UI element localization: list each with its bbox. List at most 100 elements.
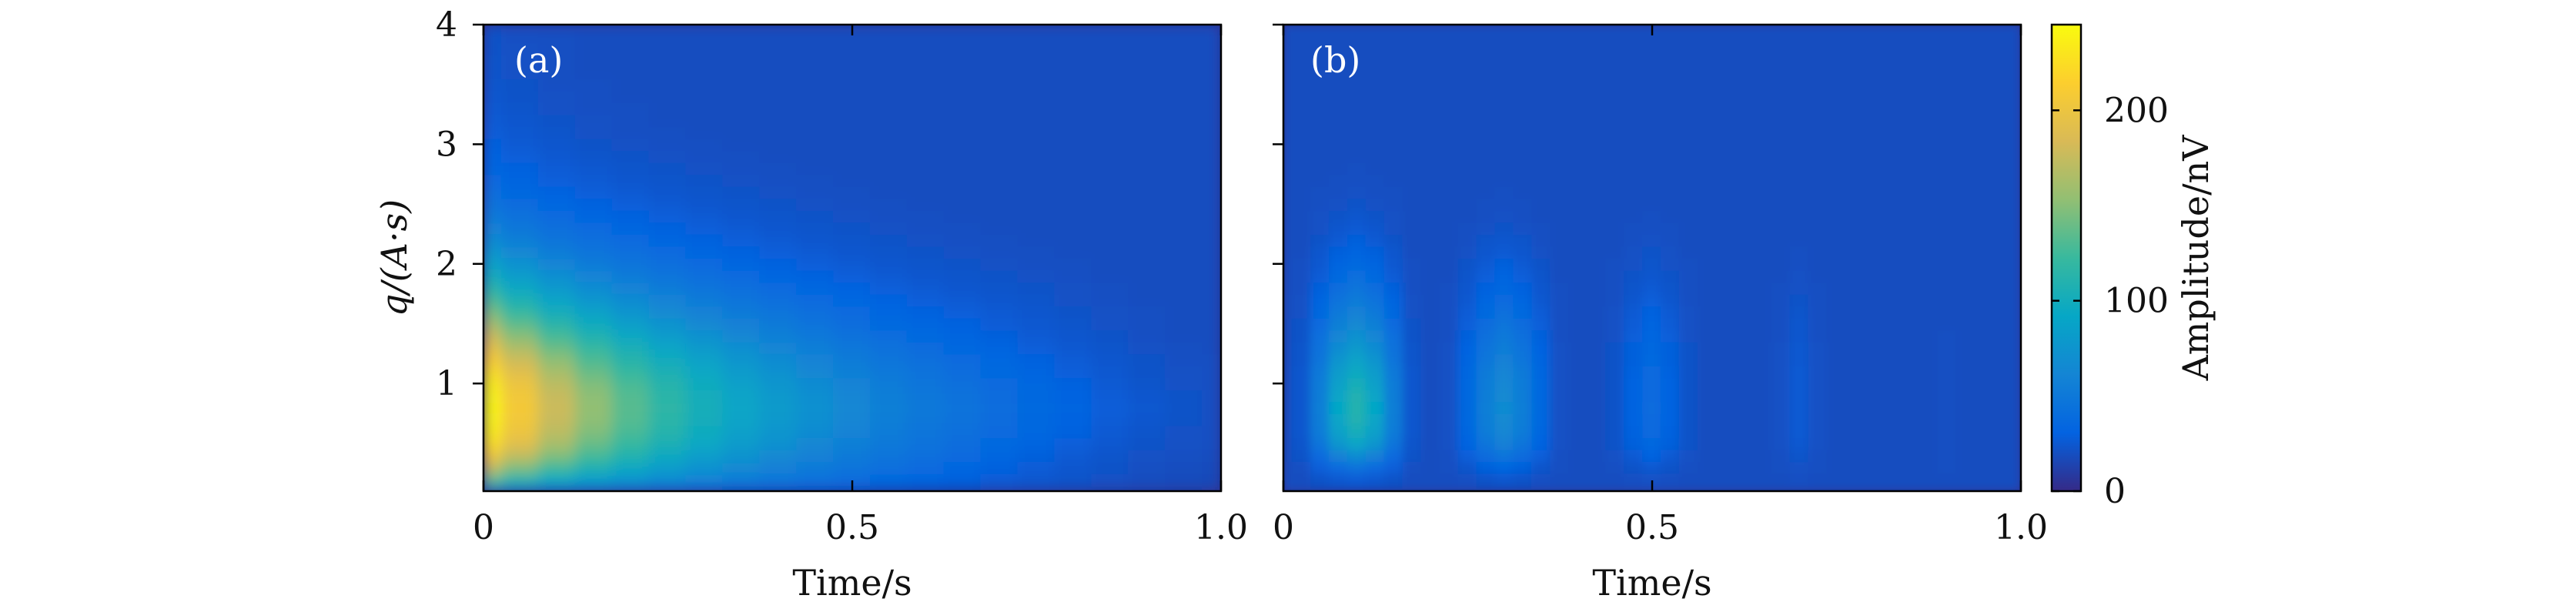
heatmap-cell [611,232,651,247]
heatmap-cell [1457,221,1478,235]
heatmap-cell [980,353,1019,366]
heatmap-cell [833,281,871,295]
heatmap-cell [1383,424,1404,439]
heatmap-cell [1919,125,1939,139]
heatmap-cell [2011,77,2021,92]
heatmap-cell [943,65,982,79]
heatmap-cell [1347,29,1367,44]
heatmap-cell [1587,484,1607,491]
heatmap-cell [1310,232,1330,247]
heatmap-cell [1845,161,1865,176]
heatmap-cell [1365,400,1386,414]
heatmap-cell [611,329,651,343]
heatmap-cell [1420,102,1441,115]
heatmap-cell [537,113,577,128]
heatmap-cell [685,221,724,235]
heatmap-cell [1863,484,1884,491]
heatmap-cell [1531,257,1552,271]
heatmap-cell [685,89,724,103]
heatmap-cell [1992,197,2013,211]
heatmap-cell [685,257,724,271]
heatmap-cell [1734,400,1755,414]
heatmap-cell [833,364,871,379]
heatmap-cell [1457,460,1478,474]
heatmap-cell [685,305,724,319]
heatmap-cell [1992,245,2013,259]
heatmap-cell [1365,29,1386,44]
heatmap-cell [1457,269,1478,283]
heatmap-cell [1568,305,1589,319]
heatmap-cell [611,340,651,355]
heatmap-cell [1808,161,1828,176]
heatmap-cell [1900,269,1921,283]
heatmap-cell [1715,340,1736,355]
heatmap-cell [1845,245,1865,259]
heatmap-cell [1882,484,1902,491]
heatmap-cell [1660,269,1681,283]
heatmap-cell [1955,232,1976,247]
heatmap-cell [1642,29,1662,44]
heatmap-cell [980,161,1019,176]
heatmap-cell [1365,353,1386,366]
heatmap-cell [1678,42,1699,55]
heatmap-cell [1054,305,1093,319]
heatmap-cell [1494,353,1515,366]
heatmap-cell [1882,448,1902,463]
heatmap-cell [1845,293,1865,307]
heatmap-cell [1365,316,1386,331]
heatmap-cell [1017,89,1056,103]
heatmap-cell [1347,173,1367,187]
x-tick-label: 1.0 [1994,508,2048,547]
heatmap-cell [906,65,945,79]
heatmap-cell [1310,400,1330,414]
heatmap-cell [537,424,577,439]
heatmap-cell [1715,316,1736,331]
heatmap-cell [1587,102,1607,115]
heatmap-cell [980,484,1019,491]
heatmap-cell [722,305,761,319]
heatmap-cell [574,281,614,295]
heatmap-cell [1513,340,1534,355]
heatmap-cell [722,353,761,366]
heatmap-cell [1605,125,1626,139]
heatmap-cell [483,269,503,283]
heatmap-cell [869,424,908,439]
heatmap-cell [1328,400,1349,414]
heatmap-cell [1054,209,1093,223]
heatmap-cell [1771,42,1791,55]
heatmap-cell [1439,161,1460,176]
heatmap-cell [1715,388,1736,403]
heatmap-cell [1283,448,1293,463]
heatmap-cell [1017,197,1056,211]
heatmap-cell [1054,281,1093,295]
heatmap-cell [1863,305,1884,319]
heatmap-cell [1992,232,2013,247]
heatmap-cell [1513,113,1534,128]
heatmap-cell [1202,448,1221,463]
heatmap-cell [833,424,871,439]
heatmap-cell [1476,113,1497,128]
heatmap-cell [1531,329,1552,343]
heatmap-cell [1900,413,1921,426]
heatmap-cell [722,137,761,152]
heatmap-cell [1863,364,1884,379]
heatmap-cell [1900,232,1921,247]
heatmap-cell [1882,161,1902,176]
heatmap-cell [1587,448,1607,463]
heatmap-cell [1587,293,1607,307]
heatmap-cell [1992,376,2013,390]
heatmap-cell [1202,329,1221,343]
heatmap-cell [1054,25,1093,32]
heatmap-cell [648,329,687,343]
heatmap-cell [759,257,798,271]
heatmap-cell [1420,484,1441,491]
heatmap-cell [1863,388,1884,403]
heatmap-cell [1697,484,1718,491]
heatmap-cell [1808,125,1828,139]
heatmap-cell [1955,65,1976,79]
heatmap-cell [1992,353,2013,366]
heatmap-cell [1091,53,1130,68]
heatmap-cell [1383,245,1404,259]
heatmap-cell [1054,113,1093,128]
heatmap-cell [1402,29,1423,44]
